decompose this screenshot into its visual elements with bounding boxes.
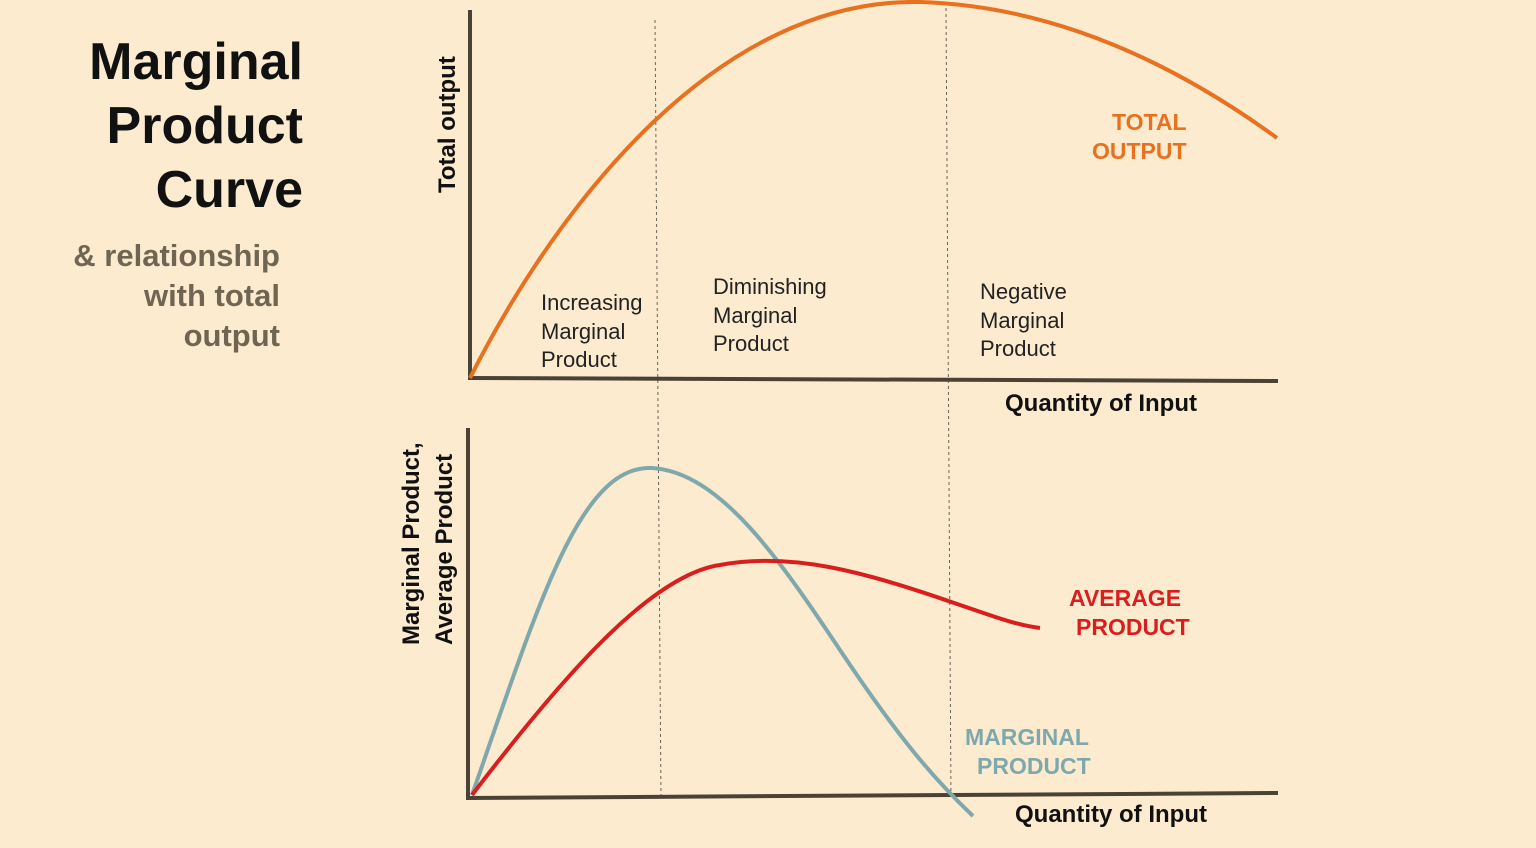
stage-increasing-line1: Increasing bbox=[541, 290, 643, 315]
average-product-curve bbox=[470, 558, 1041, 797]
marginal-product-label-line1: MARGINAL bbox=[965, 724, 1089, 750]
stage-increasing-line3: Product bbox=[541, 347, 617, 372]
stage-negative-line1: Negative bbox=[980, 279, 1067, 304]
title-line: Curve bbox=[155, 161, 303, 219]
page-subtitle: & relationship with total output bbox=[73, 236, 280, 356]
average-product-label-line1: AVERAGE bbox=[1069, 585, 1181, 611]
bottom-y-axis-label-line1: Marginal Product, bbox=[398, 442, 425, 645]
top-x-axis-label: Quantity of Input bbox=[1005, 390, 1197, 417]
subtitle-line: & relationship bbox=[73, 238, 280, 273]
marginal-product-curve bbox=[470, 465, 975, 818]
stage-diminishing-line3: Product bbox=[713, 331, 789, 356]
title-line: Product bbox=[106, 97, 303, 155]
bottom-x-axis-label: Quantity of Input bbox=[1015, 801, 1207, 828]
total-output-curve bbox=[468, 0, 1279, 379]
subtitle-line: output bbox=[183, 318, 280, 353]
stage-divider-2 bbox=[945, 7, 952, 799]
title-line: Marginal bbox=[89, 33, 303, 91]
page-title: Marginal Product Curve bbox=[89, 30, 303, 222]
bottom-x-axis bbox=[465, 791, 1279, 800]
stage-negative-line2: Marginal bbox=[980, 308, 1064, 333]
stage-diminishing-line1: Diminishing bbox=[713, 274, 827, 299]
total-output-label-line2: OUTPUT bbox=[1092, 138, 1187, 164]
stage-divider-1 bbox=[654, 19, 662, 799]
top-y-axis-label: Total output bbox=[434, 56, 461, 193]
marginal-product-label-line2: PRODUCT bbox=[977, 753, 1091, 779]
stage-increasing-line2: Marginal bbox=[541, 319, 625, 344]
stage-diminishing-line2: Marginal bbox=[713, 303, 797, 328]
bottom-y-axis-label-line2: Average Product bbox=[431, 454, 458, 645]
average-product-label-line2: PRODUCT bbox=[1076, 614, 1190, 640]
total-output-label-line1: TOTAL bbox=[1112, 109, 1187, 135]
subtitle-line: with total bbox=[143, 278, 280, 313]
stage-negative-line3: Product bbox=[980, 336, 1056, 361]
top-x-axis bbox=[467, 376, 1279, 383]
